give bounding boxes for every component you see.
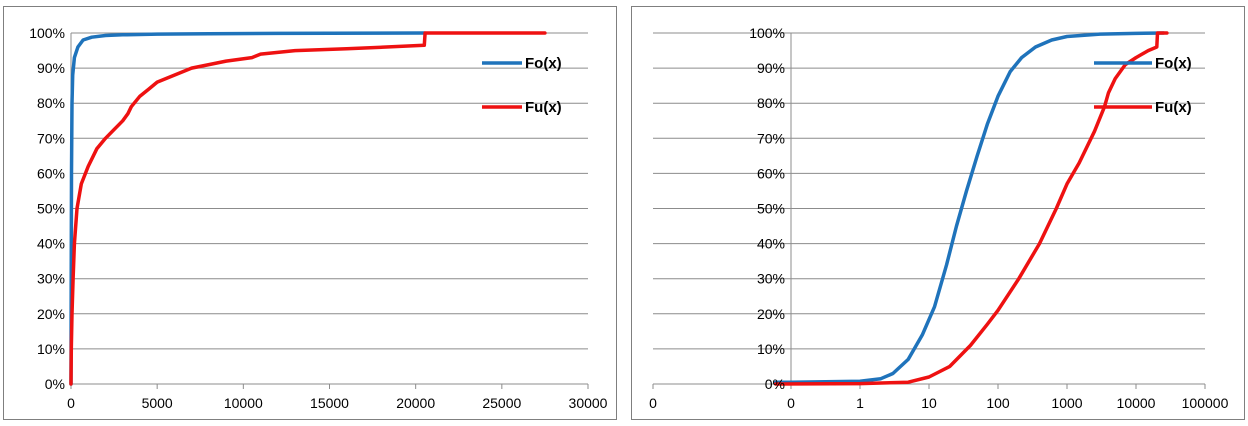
series-line bbox=[69, 31, 547, 386]
legend-label: Fu(x) bbox=[525, 99, 562, 116]
y-tick-label: 80% bbox=[37, 95, 65, 111]
y-tick-label: 40% bbox=[37, 236, 65, 252]
x-tick-label: 10000 bbox=[1117, 395, 1156, 411]
y-tick-label: 100% bbox=[29, 25, 65, 41]
x-tick-label: 10000 bbox=[224, 395, 263, 411]
legend-label: Fo(x) bbox=[1155, 55, 1192, 72]
chart-log: 0% 10% 20% 30% 40% 50% 60% 70% 80% 90% 100% 0 0 1 10 1… bbox=[649, 25, 1228, 411]
x-tick-label: 25000 bbox=[482, 395, 521, 411]
x-tick-label: 1000 bbox=[1051, 395, 1082, 411]
series-lines bbox=[773, 31, 1169, 386]
y-tick-label: 20% bbox=[37, 306, 65, 322]
legend-label: Fu(x) bbox=[1155, 99, 1192, 116]
x-tick-label: 0 bbox=[787, 395, 795, 411]
x-tick-label: 10 bbox=[921, 395, 937, 411]
y-tick-labels: 0% 10% 20% 30% 40% 50% 60% 70% 80% 90% 100% bbox=[749, 25, 785, 392]
y-tick-label: 80% bbox=[757, 95, 785, 111]
grid-lines bbox=[70, 32, 589, 389]
y-tick-label: 70% bbox=[757, 130, 785, 146]
series-line bbox=[773, 31, 1169, 386]
x-tick-label: 5000 bbox=[142, 395, 173, 411]
series-line bbox=[773, 31, 1166, 384]
y-tick-label: 90% bbox=[37, 60, 65, 76]
y-tick-label: 0% bbox=[765, 376, 785, 392]
x-tick-label: 100 bbox=[986, 395, 1010, 411]
x-tick-label: 15000 bbox=[310, 395, 349, 411]
y-tick-label: 60% bbox=[757, 165, 785, 181]
chart-linear: 0% 10% 20% 30% 40% 50% 60% 70% 80% 90% 100% 0 5000 1… bbox=[29, 25, 608, 411]
x-tick-label: 100000 bbox=[1182, 395, 1229, 411]
x-tick-label: 0 bbox=[67, 395, 75, 411]
y-tick-labels: 0% 10% 20% 30% 40% 50% 60% 70% 80% 90% 100% bbox=[29, 25, 65, 392]
y-tick-label: 70% bbox=[37, 130, 65, 146]
legend: Fo(x) Fu(x) bbox=[482, 55, 562, 116]
grid-lines bbox=[652, 32, 1206, 389]
y-tick-label: 100% bbox=[749, 25, 785, 41]
y-tick-label: 30% bbox=[37, 271, 65, 287]
x-tick-labels: 0 5000 10000 15000 20000 25000 30000 bbox=[67, 395, 608, 411]
chart-linear-panel: 0% 10% 20% 30% 40% 50% 60% 70% 80% 90% 100% 0 5000 1… bbox=[3, 6, 617, 420]
y-tick-label: 50% bbox=[757, 201, 785, 217]
y-tick-label: 20% bbox=[757, 306, 785, 322]
x-tick-label: 0 bbox=[649, 395, 657, 411]
series-lines bbox=[69, 31, 547, 386]
y-tick-label: 40% bbox=[757, 236, 785, 252]
y-tick-label: 10% bbox=[37, 341, 65, 357]
chart-log-panel: 0% 10% 20% 30% 40% 50% 60% 70% 80% 90% 100% 0 0 1 10 1… bbox=[631, 6, 1245, 420]
x-tick-label: 1 bbox=[856, 395, 864, 411]
y-tick-label: 30% bbox=[757, 271, 785, 287]
legend-label: Fo(x) bbox=[525, 55, 562, 72]
y-tick-label: 60% bbox=[37, 165, 65, 181]
series-line bbox=[69, 31, 427, 386]
x-tick-labels: 0 0 1 10 100 1000 10000 100000 bbox=[649, 395, 1228, 411]
y-tick-label: 90% bbox=[757, 60, 785, 76]
legend: Fo(x) Fu(x) bbox=[1094, 55, 1192, 116]
x-tick-label: 30000 bbox=[569, 395, 608, 411]
y-tick-label: 50% bbox=[37, 201, 65, 217]
y-tick-label: 0% bbox=[45, 376, 65, 392]
y-tick-label: 10% bbox=[757, 341, 785, 357]
x-tick-label: 20000 bbox=[396, 395, 435, 411]
